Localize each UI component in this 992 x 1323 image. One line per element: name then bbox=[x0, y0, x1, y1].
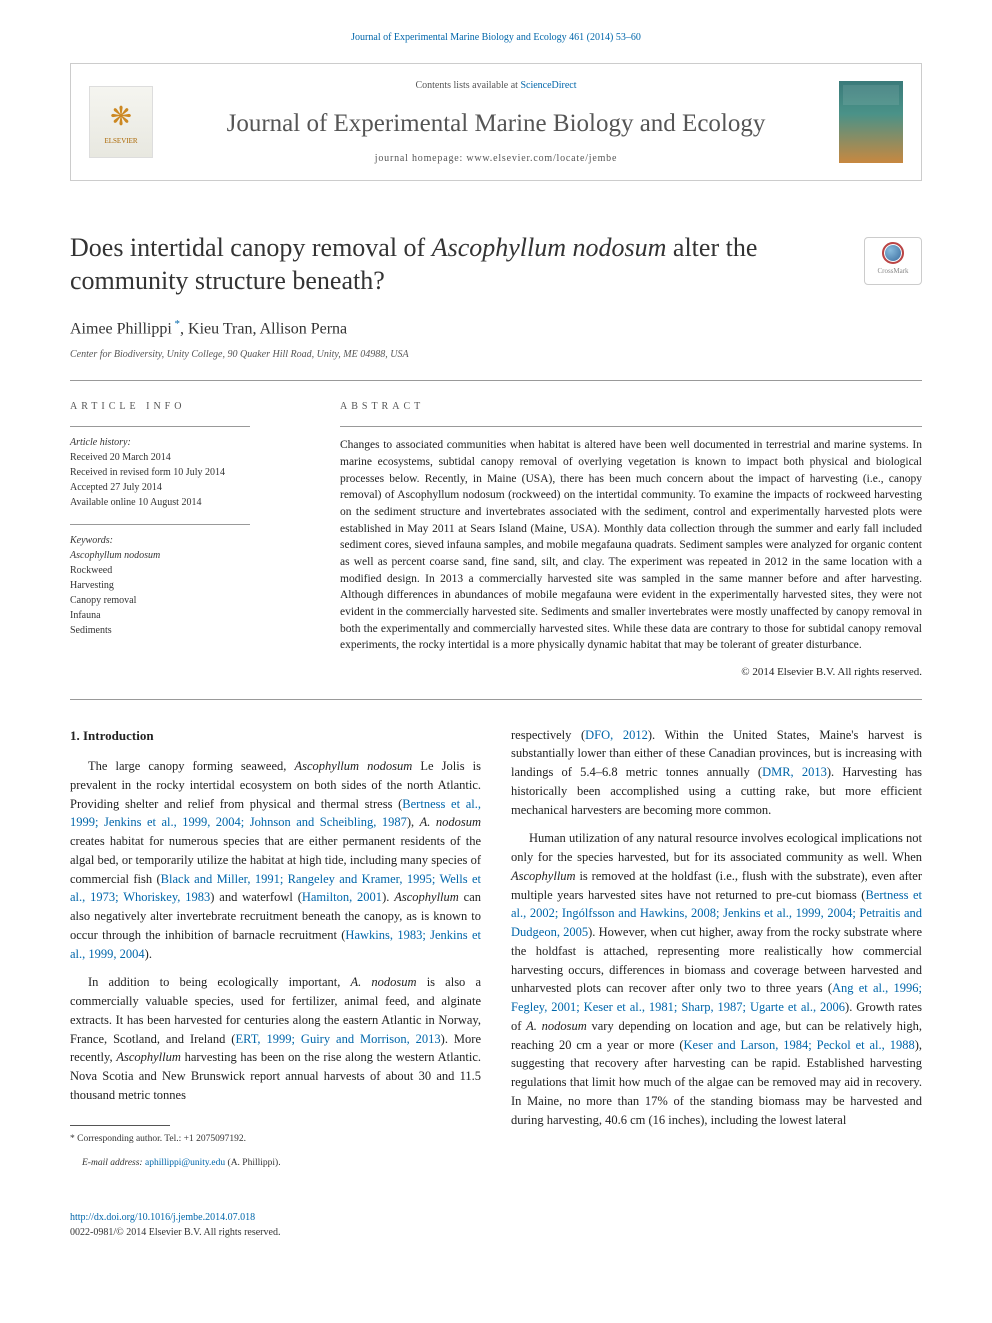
article-info-label: article info bbox=[70, 399, 300, 414]
author-list: Aimee Phillippi *, Kieu Tran, Allison Pe… bbox=[70, 316, 922, 341]
crossmark-icon bbox=[882, 242, 904, 264]
crossmark-badge[interactable]: CrossMark bbox=[864, 237, 922, 285]
divider bbox=[70, 699, 922, 700]
abstract-text: Changes to associated communities when h… bbox=[340, 437, 922, 654]
email-footnote: E-mail address: aphillippi@unity.edu (A.… bbox=[70, 1156, 481, 1170]
body-paragraph: The large canopy forming seaweed, Ascoph… bbox=[70, 757, 481, 963]
body-paragraph: Human utilization of any natural resourc… bbox=[511, 829, 922, 1129]
citation-link[interactable]: Hamilton, 2001 bbox=[302, 890, 382, 904]
body-paragraph: In addition to being ecologically import… bbox=[70, 973, 481, 1104]
citation-link[interactable]: ERT, 1999; Guiry and Morrison, 2013 bbox=[235, 1032, 440, 1046]
short-divider bbox=[70, 524, 250, 525]
contents-available-line: Contents lists available at ScienceDirec… bbox=[163, 78, 829, 93]
header-center: Contents lists available at ScienceDirec… bbox=[153, 78, 839, 166]
citation-link[interactable]: DFO, 2012 bbox=[585, 728, 648, 742]
citation-link[interactable]: Keser and Larson, 1984; Peckol et al., 1… bbox=[684, 1038, 915, 1052]
doi-link[interactable]: http://dx.doi.org/10.1016/j.jembe.2014.0… bbox=[70, 1212, 255, 1223]
journal-homepage-url[interactable]: www.elsevier.com/locate/jembe bbox=[466, 153, 617, 164]
affiliation: Center for Biodiversity, Unity College, … bbox=[70, 347, 922, 362]
body-column-right: respectively (DFO, 2012). Within the Uni… bbox=[511, 726, 922, 1181]
corresponding-author-mark[interactable]: * bbox=[172, 318, 180, 330]
short-divider bbox=[340, 426, 922, 427]
elsevier-logo[interactable]: ❋ ELSEVIER bbox=[89, 86, 153, 158]
journal-header-box: ❋ ELSEVIER Contents lists available at S… bbox=[70, 63, 922, 181]
journal-homepage: journal homepage: www.elsevier.com/locat… bbox=[163, 151, 829, 166]
keywords-block: Keywords: Ascophyllum nodosum Rockweed H… bbox=[70, 533, 300, 638]
article-info-column: article info Article history: Received 2… bbox=[70, 399, 300, 680]
issn-line: 0022-0981/© 2014 Elsevier B.V. All right… bbox=[70, 1227, 280, 1238]
footnote-divider bbox=[70, 1125, 170, 1126]
sciencedirect-link[interactable]: ScienceDirect bbox=[520, 80, 576, 91]
citation-link[interactable]: DMR, 2013 bbox=[762, 765, 827, 779]
body-column-left: 1. Introduction The large canopy forming… bbox=[70, 726, 481, 1181]
body-paragraph: respectively (DFO, 2012). Within the Uni… bbox=[511, 726, 922, 820]
copyright-line: © 2014 Elsevier B.V. All rights reserved… bbox=[340, 664, 922, 681]
section-heading-introduction: 1. Introduction bbox=[70, 726, 481, 746]
journal-cover-thumbnail[interactable] bbox=[839, 81, 903, 163]
journal-name: Journal of Experimental Marine Biology a… bbox=[163, 105, 829, 143]
divider bbox=[70, 380, 922, 381]
abstract-label: abstract bbox=[340, 399, 922, 414]
page-footer: http://dx.doi.org/10.1016/j.jembe.2014.0… bbox=[70, 1210, 922, 1240]
journal-reference-link[interactable]: Journal of Experimental Marine Biology a… bbox=[0, 0, 992, 63]
corresponding-author-footnote: * Corresponding author. Tel.: +1 2075097… bbox=[70, 1132, 481, 1146]
article-history: Article history: Received 20 March 2014 … bbox=[70, 435, 300, 510]
elsevier-tree-icon: ❋ bbox=[110, 97, 132, 136]
article-title: Does intertidal canopy removal of Ascoph… bbox=[70, 231, 922, 299]
short-divider bbox=[70, 426, 250, 427]
abstract-column: abstract Changes to associated communiti… bbox=[340, 399, 922, 680]
author-email-link[interactable]: aphillippi@unity.edu bbox=[145, 1158, 225, 1168]
